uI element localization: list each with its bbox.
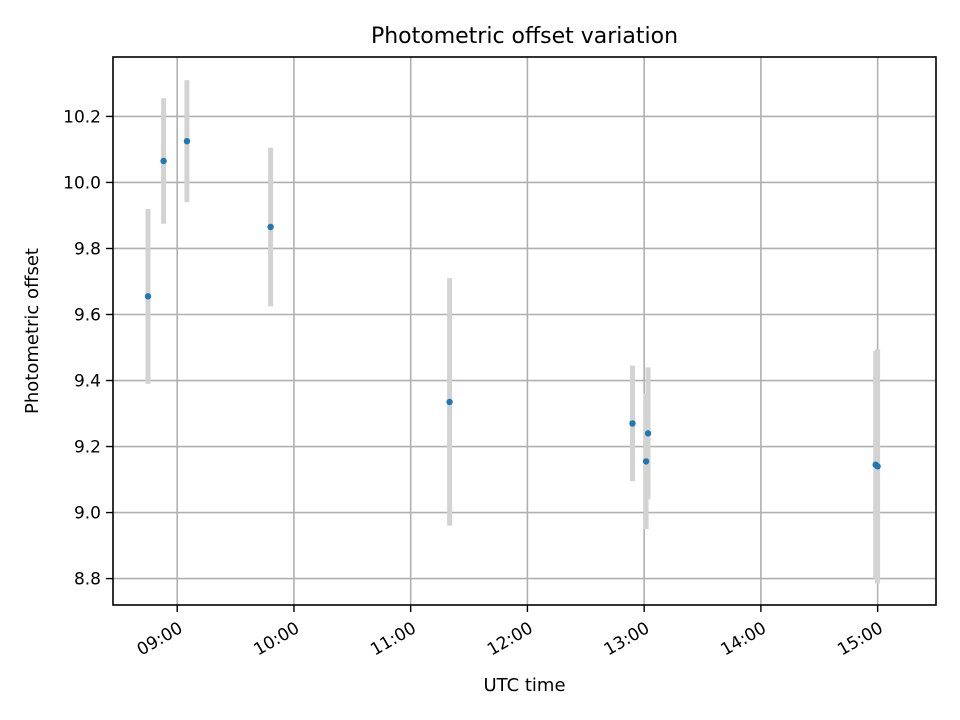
y-tick-label: 10.0: [63, 173, 101, 193]
y-tick-label: 9.0: [74, 504, 101, 524]
data-point: [144, 293, 152, 300]
y-tick-label: 10.2: [63, 107, 101, 127]
y-tick-label: 8.8: [74, 570, 101, 590]
grid: [113, 57, 936, 605]
y-tick-label: 9.2: [74, 438, 101, 458]
y-tick-label: 9.4: [74, 372, 101, 392]
chart-title: Photometric offset variation: [371, 24, 678, 49]
y-axis: 8.8 9.0 9.2 9.4 9.6 9.8 10.0 10.2: [63, 107, 113, 590]
y-tick-label: 9.6: [74, 305, 101, 325]
x-axis-label: UTC time: [483, 675, 565, 696]
data-point: [183, 137, 191, 145]
data-point: [874, 463, 881, 470]
data-point: [644, 430, 652, 437]
data-point: [642, 458, 650, 465]
data-point: [446, 398, 453, 406]
y-tick-label: 9.8: [74, 239, 101, 259]
data-points: [144, 137, 881, 470]
data-point: [267, 223, 274, 231]
plot-frame: [112, 56, 937, 606]
data-point: [629, 420, 636, 427]
y-axis-label: Photometric offset: [22, 248, 43, 414]
data-point: [160, 157, 167, 165]
